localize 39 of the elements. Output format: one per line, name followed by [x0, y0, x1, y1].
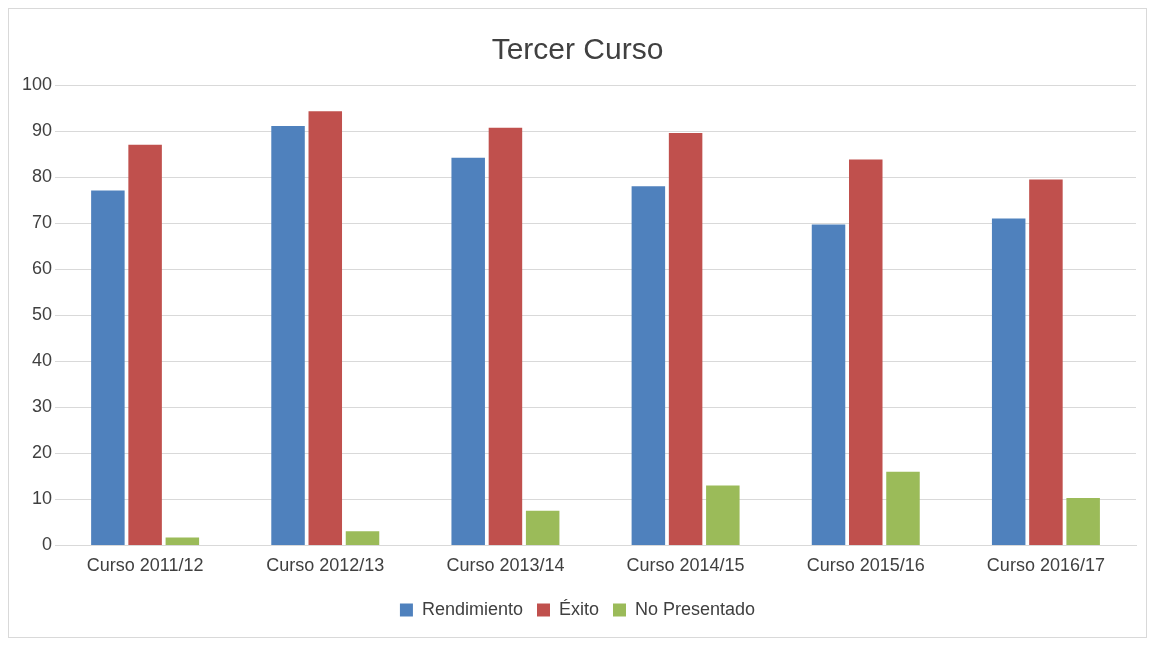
y-tick-label: 0: [42, 534, 53, 555]
y-tick-label: 10: [32, 488, 53, 509]
y-tick-label: 70: [32, 212, 53, 233]
bar: [308, 111, 343, 545]
bar: [488, 127, 523, 545]
legend-label: Rendimiento: [421, 598, 523, 619]
x-tick-label: Curso 2015/16: [806, 555, 925, 576]
legend-label: No Presentado: [635, 598, 756, 619]
y-tick-label: 20: [32, 442, 53, 463]
bar: [91, 190, 125, 545]
y-tick-label: 90: [32, 120, 53, 141]
y-tick-label: 100: [21, 73, 53, 94]
x-tick-label: Curso 2013/14: [446, 555, 565, 576]
x-tick-label: Curso 2016/17: [986, 555, 1105, 576]
bar: [345, 531, 380, 545]
legend-label: Éxito: [558, 598, 600, 619]
bar: [1066, 497, 1100, 545]
x-tick-label: Curso 2012/13: [266, 555, 385, 576]
bar: [886, 471, 920, 545]
bar: [991, 218, 1026, 545]
bar: [706, 485, 740, 545]
y-tick-label: 40: [32, 350, 53, 371]
bar: [849, 159, 883, 545]
bar: [165, 537, 200, 545]
y-tick-label: 80: [32, 166, 53, 187]
x-tick-label: Curso 2014/15: [626, 555, 745, 576]
bar: [668, 132, 703, 545]
bar: [631, 186, 666, 545]
x-tick-label: Curso 2011/12: [86, 555, 204, 576]
bar: [811, 224, 846, 545]
bar: [271, 125, 305, 545]
y-tick-label: 60: [32, 258, 53, 279]
y-tick-label: 30: [32, 396, 53, 417]
y-tick-label: 50: [32, 304, 53, 325]
chart-title: Tercer Curso: [491, 32, 664, 66]
bar: [1029, 179, 1063, 545]
bar: [451, 157, 485, 545]
bar: [128, 144, 162, 545]
bar: [525, 510, 560, 545]
